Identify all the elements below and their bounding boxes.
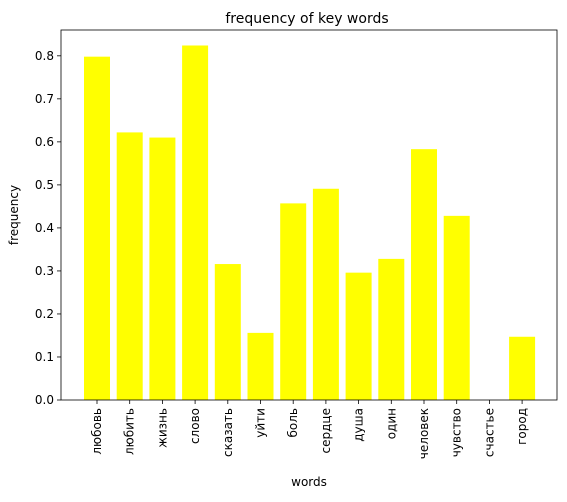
- x-tick-label-5: уйти: [254, 408, 268, 438]
- x-tick-label-10: человек: [417, 408, 431, 459]
- x-tick-label-6: боль: [286, 408, 300, 437]
- bar-2: [149, 137, 176, 400]
- x-tick-label-11: чувство: [450, 408, 464, 457]
- y-axis-label: frequency: [7, 185, 21, 245]
- y-tick-label-7: 0.7: [35, 92, 54, 106]
- x-tick-label-13: город: [515, 408, 529, 445]
- bar-4: [214, 264, 241, 400]
- x-tick-label-8: душа: [352, 408, 366, 442]
- x-tick-label-0: любовь: [90, 408, 104, 455]
- bar-0: [84, 56, 110, 401]
- bar-8: [345, 272, 372, 400]
- y-tick-label-1: 0.1: [35, 350, 54, 364]
- x-axis-label: words: [291, 475, 327, 489]
- y-tick-label-5: 0.5: [35, 178, 54, 192]
- bars-layer: [84, 45, 536, 401]
- bar-13: [509, 336, 536, 400]
- plot-frame: [60, 29, 558, 401]
- x-tick-label-12: счастье: [482, 408, 496, 457]
- y-tick-label-8: 0.8: [35, 49, 54, 63]
- bar-9: [378, 258, 405, 400]
- x-tick-label-3: слово: [188, 408, 202, 444]
- y-tick-label-3: 0.3: [35, 264, 54, 278]
- x-tick-label-1: любить: [123, 408, 137, 455]
- bar-10: [411, 149, 437, 400]
- x-tick-label-7: сердце: [319, 408, 333, 453]
- y-tick-label-4: 0.4: [35, 221, 54, 235]
- x-tick-label-4: сказать: [221, 408, 235, 457]
- bar-7: [312, 188, 339, 400]
- y-tick-label-0: 0.0: [35, 393, 54, 407]
- y-tick-label-2: 0.2: [35, 307, 54, 321]
- y-tick-label-6: 0.6: [35, 135, 54, 149]
- bar-6: [280, 203, 307, 400]
- bar-1: [116, 132, 143, 400]
- bar-11: [443, 215, 470, 400]
- x-tick-label-9: один: [384, 408, 398, 439]
- bar-3: [182, 45, 209, 401]
- bar-5: [247, 332, 274, 400]
- x-tick-label-2: жизнь: [155, 408, 169, 448]
- axes-layer: 0.0 0.1 0.2 0.3 0.4 0.5 0.6 0.7 0.8 любовь любить ж…: [35, 29, 558, 459]
- chart-title: frequency of key words: [225, 11, 388, 27]
